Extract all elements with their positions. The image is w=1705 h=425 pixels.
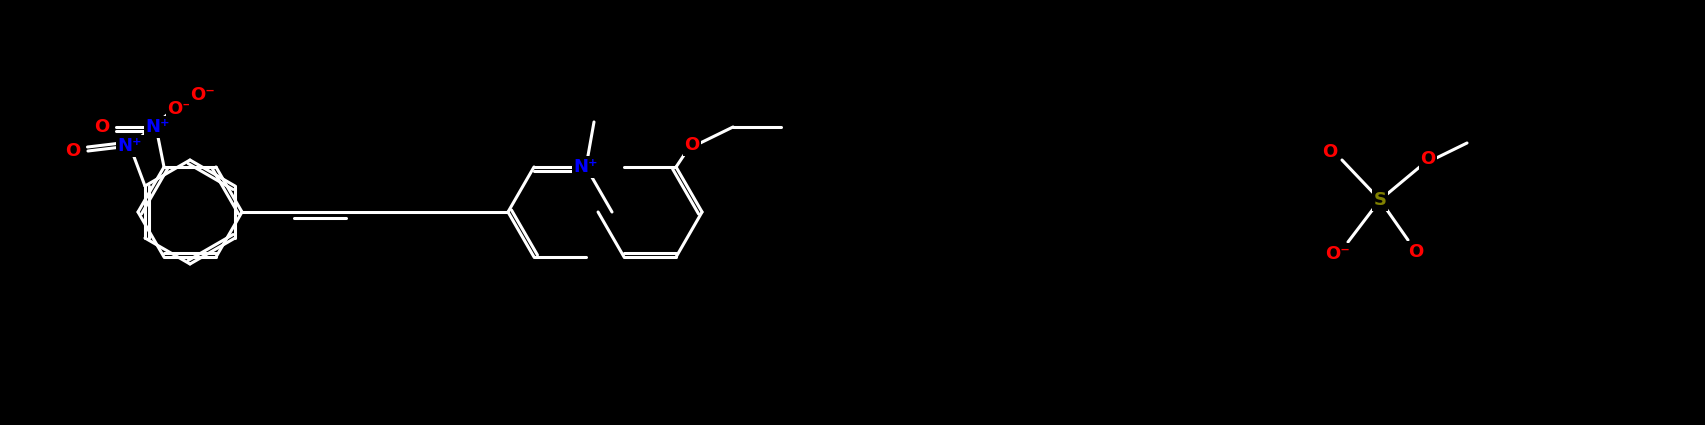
Text: O: O: [684, 136, 699, 154]
Text: O: O: [1321, 143, 1337, 161]
Text: N⁺: N⁺: [145, 118, 170, 136]
Text: N⁺: N⁺: [118, 137, 142, 155]
Text: O⁻: O⁻: [1325, 245, 1350, 263]
Text: O⁻: O⁻: [167, 100, 193, 118]
Text: N⁺: N⁺: [573, 158, 598, 176]
Text: S: S: [1373, 191, 1386, 209]
Text: O⁻: O⁻: [191, 86, 215, 104]
Text: O: O: [1420, 150, 1436, 168]
Text: O: O: [65, 142, 80, 160]
Text: O: O: [1408, 243, 1422, 261]
Text: O: O: [94, 118, 109, 136]
